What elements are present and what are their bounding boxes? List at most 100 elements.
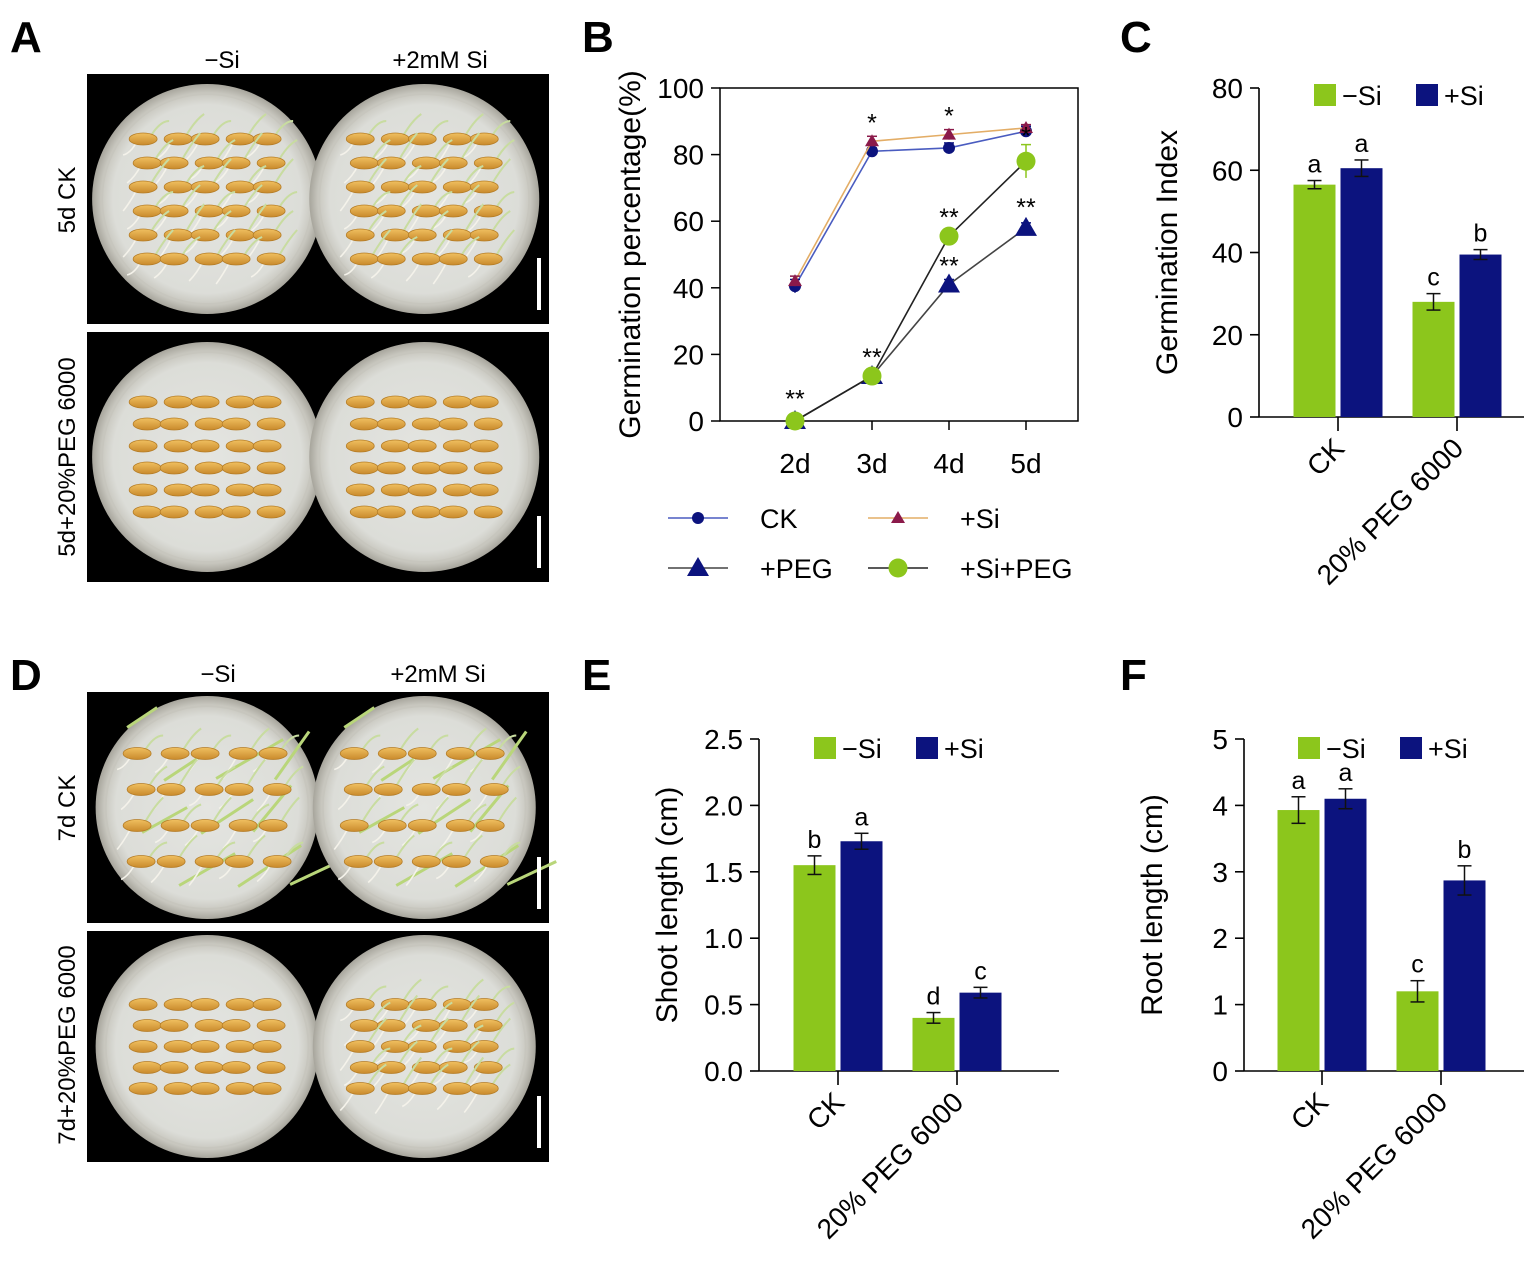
significance-letter: c — [974, 957, 987, 985]
seed — [376, 505, 406, 519]
seedling-leaf — [178, 852, 236, 887]
seed — [469, 483, 499, 497]
seed — [132, 204, 162, 218]
y-tick-label: 4 — [1212, 790, 1228, 821]
seed — [256, 461, 286, 475]
bar — [1277, 810, 1320, 1071]
seed — [163, 998, 193, 1011]
significance-mark: * — [1021, 123, 1031, 151]
seed — [156, 783, 186, 796]
significance-letter: b — [808, 826, 822, 854]
seed — [159, 204, 189, 218]
panel-letter-e: E — [582, 651, 611, 700]
seed — [221, 1061, 251, 1074]
legend-marker — [692, 512, 704, 524]
seed — [411, 417, 441, 431]
seed — [225, 180, 255, 194]
bar — [1396, 991, 1439, 1071]
seed — [258, 819, 288, 832]
y-tick-label: 1 — [1212, 990, 1228, 1021]
plot-frame — [719, 87, 1079, 422]
x-tick-label: CK — [1301, 432, 1351, 482]
seed — [376, 1019, 406, 1032]
data-point — [942, 127, 956, 140]
seed — [258, 747, 288, 760]
seed — [473, 1019, 503, 1032]
petri-dish-rim — [104, 705, 310, 910]
seed — [252, 483, 282, 497]
y-axis-title: Root length (cm) — [1136, 794, 1169, 1016]
legend-label: −Si — [1342, 81, 1382, 111]
seed — [159, 252, 189, 266]
seed — [377, 747, 407, 760]
significance-mark: ** — [939, 252, 959, 280]
seed — [194, 417, 224, 431]
seed — [132, 252, 162, 266]
seed — [376, 204, 406, 218]
seed — [163, 1040, 193, 1053]
seed — [194, 252, 224, 266]
petri-dish-rim — [318, 351, 531, 563]
significance-letter: d — [927, 983, 941, 1011]
seed — [159, 461, 189, 475]
seed — [159, 505, 189, 519]
seed — [122, 819, 152, 832]
bar — [959, 992, 1002, 1071]
series-si — [788, 120, 1033, 287]
seed — [159, 1061, 189, 1074]
seed — [339, 747, 369, 760]
seed — [190, 1082, 220, 1095]
seed — [345, 132, 375, 146]
seed — [479, 783, 509, 796]
seed — [159, 1019, 189, 1032]
seed — [126, 783, 156, 796]
seed — [132, 461, 162, 475]
seed — [221, 417, 251, 431]
seed — [349, 156, 379, 170]
seed — [190, 819, 220, 832]
panel-d: D −Si +2mM Si 7d CK 7d+20%PEG 6000 — [10, 651, 557, 1162]
y-axis-title: Shoot length (cm) — [651, 787, 684, 1024]
seed — [442, 180, 472, 194]
seed — [473, 461, 503, 475]
legend-swatch — [1400, 737, 1422, 759]
seed — [349, 1061, 379, 1074]
seed — [349, 461, 379, 475]
seed — [128, 998, 158, 1011]
legend-swatch — [1314, 84, 1336, 106]
seed — [473, 505, 503, 519]
seed — [194, 783, 224, 796]
seed — [438, 461, 468, 475]
seed — [194, 1019, 224, 1032]
significance-letter: c — [1411, 951, 1424, 979]
seed — [345, 1082, 375, 1095]
significance-mark: * — [944, 103, 954, 131]
y-tick-label: 20 — [673, 339, 704, 370]
y-tick-label: 0 — [688, 406, 704, 437]
significance-mark: ** — [939, 204, 959, 232]
seed — [190, 998, 220, 1011]
bar — [1459, 254, 1502, 417]
seed — [438, 1061, 468, 1074]
seed — [373, 855, 403, 868]
x-tick-label: CK — [801, 1086, 851, 1136]
seed — [469, 1082, 499, 1095]
seed — [469, 439, 499, 453]
seed — [479, 855, 509, 868]
significance-letter: a — [1308, 151, 1322, 179]
panel-letter-f: F — [1120, 651, 1147, 700]
seed — [194, 461, 224, 475]
panel-letter-a: A — [10, 13, 42, 62]
seed — [256, 505, 286, 519]
seedling-leaf — [506, 860, 557, 886]
bar — [840, 841, 883, 1071]
seed — [376, 252, 406, 266]
seed — [128, 439, 158, 453]
data-point — [785, 411, 805, 431]
seed — [349, 1019, 379, 1032]
chart-b: B 0 20 40 60 80 100 2d 3d 4d 5d Germination percen… — [582, 13, 1079, 584]
seed — [442, 395, 472, 409]
seed — [441, 855, 471, 868]
